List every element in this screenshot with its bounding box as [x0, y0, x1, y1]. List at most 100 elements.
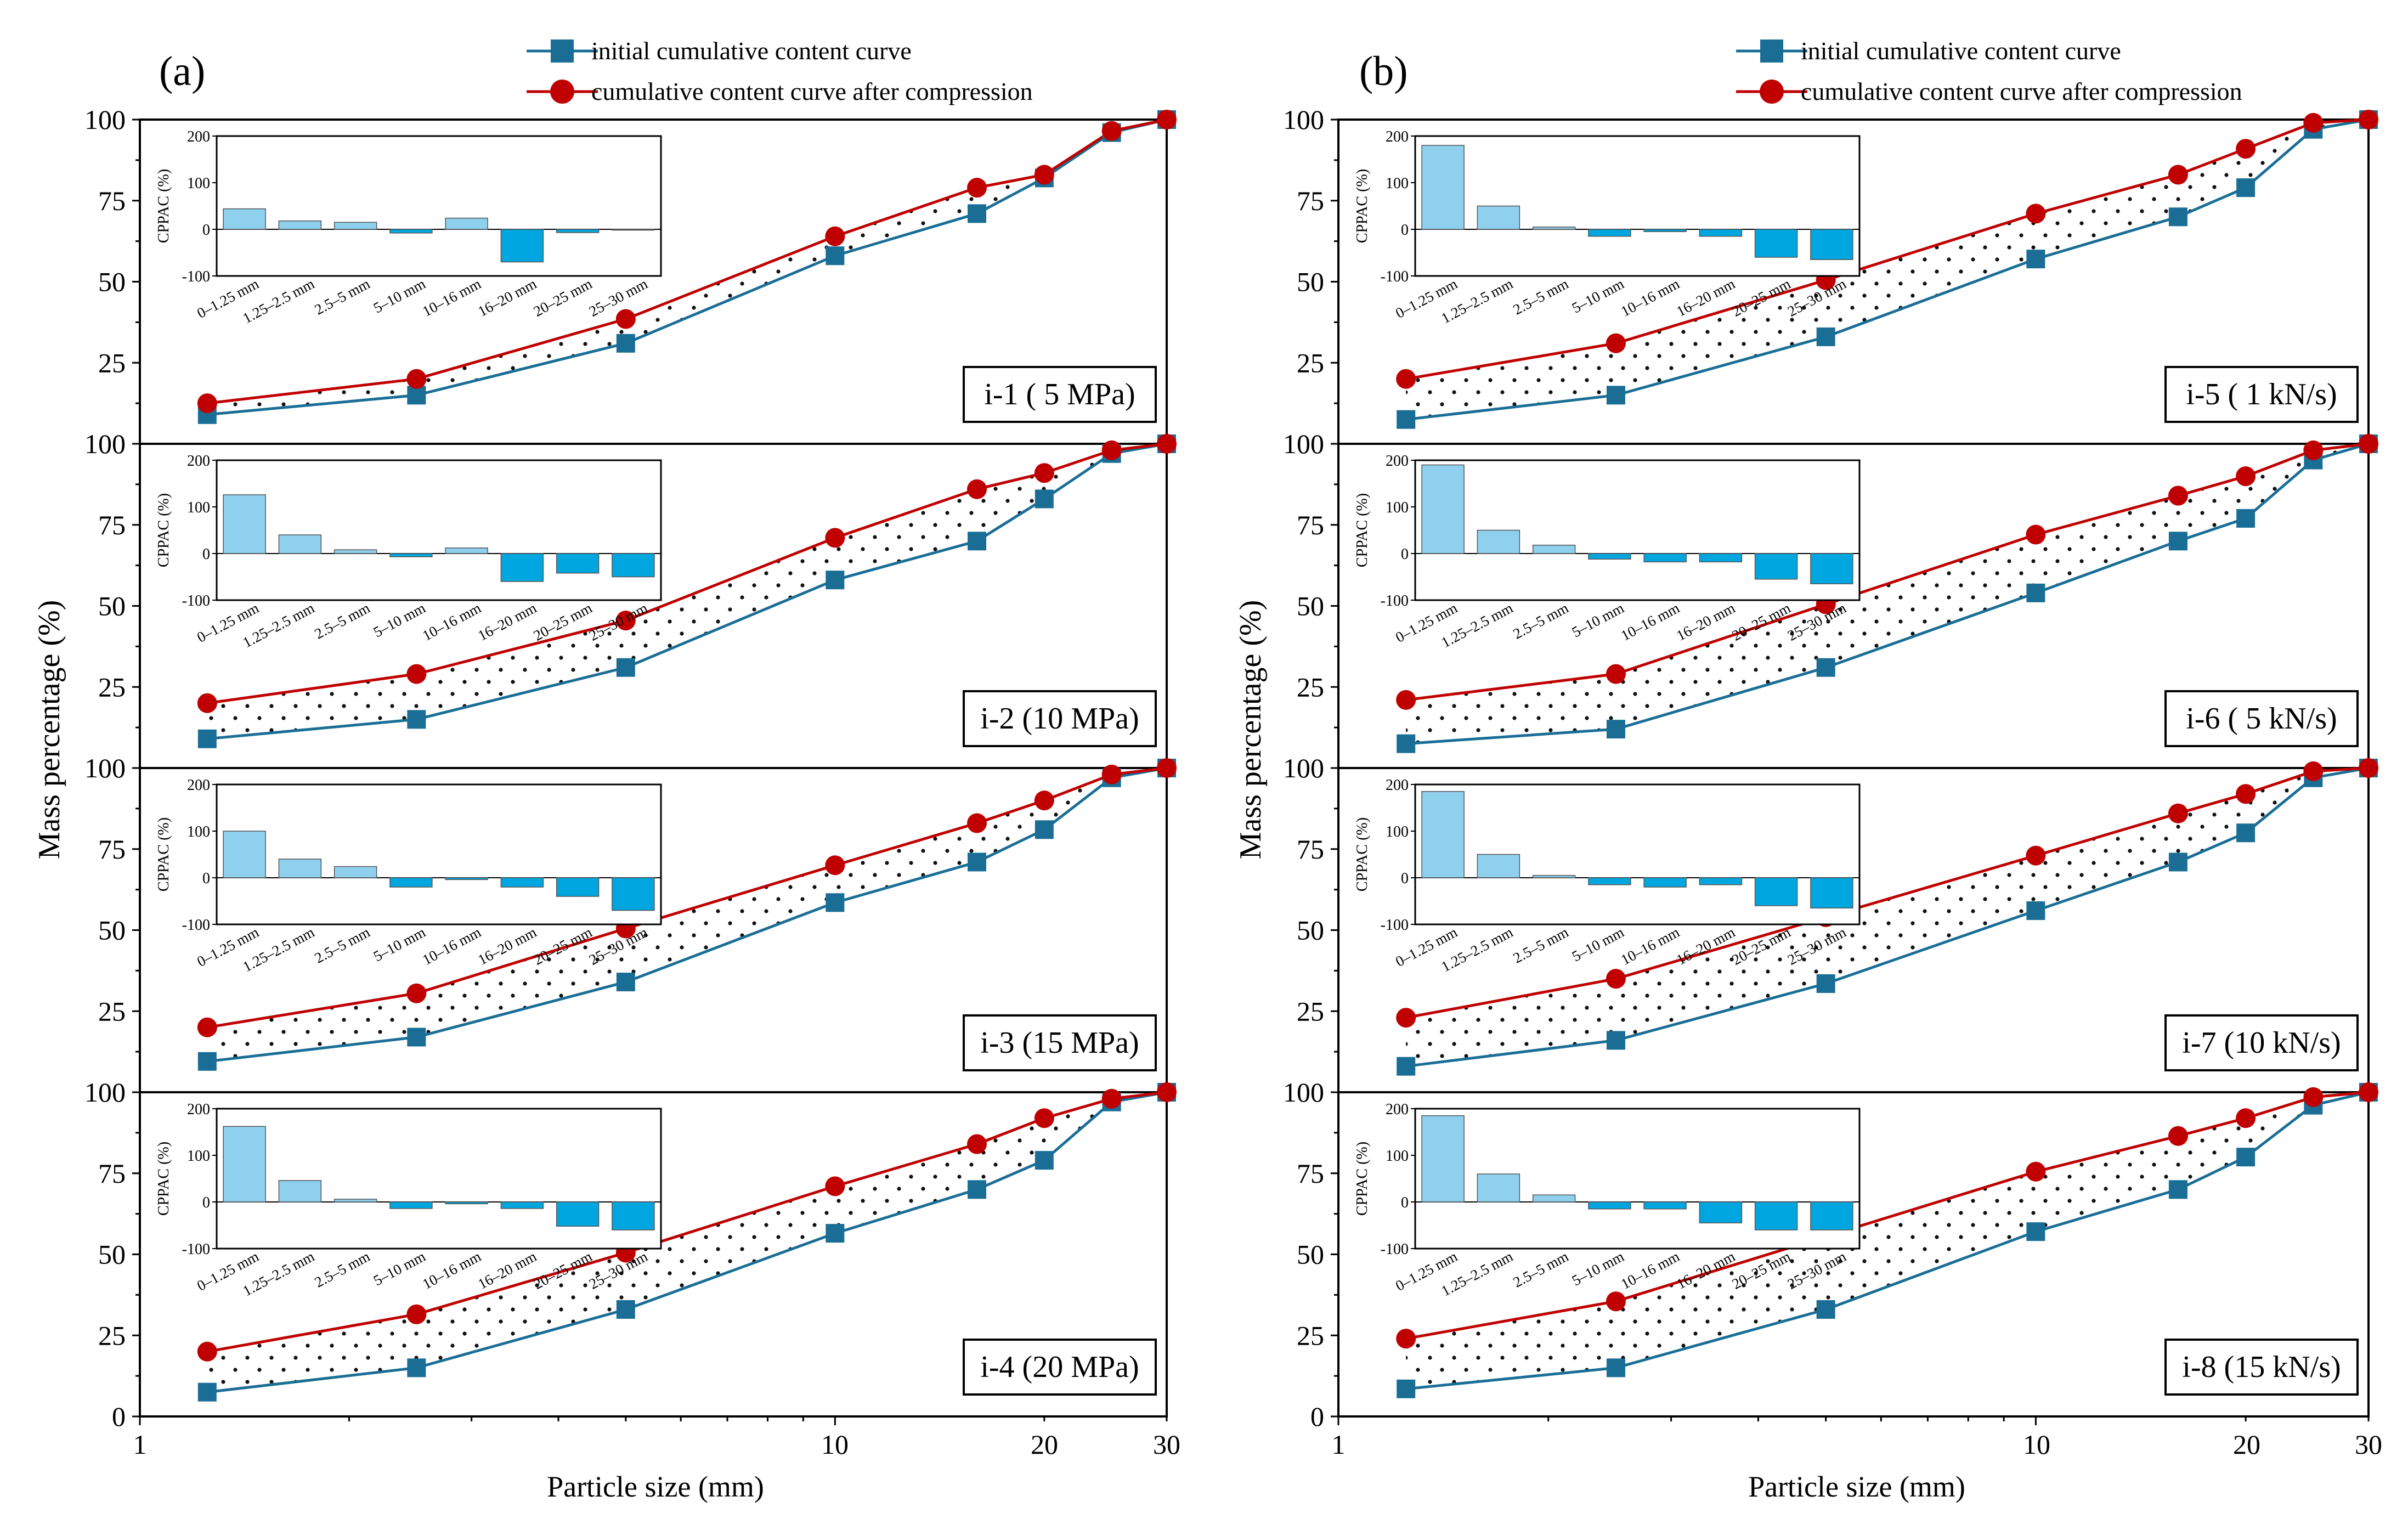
inset-y-tick-label: 0: [202, 222, 210, 239]
inset-y-tick-label: 100: [1386, 175, 1409, 192]
after-point: [2236, 1108, 2256, 1128]
inset-category-label: 2.5–5 mm: [312, 275, 373, 318]
after-point: [1034, 463, 1054, 483]
after-point: [1396, 1329, 1416, 1349]
x-tick-label: 20: [2233, 1429, 2260, 1460]
cppac-bar: [1810, 229, 1853, 260]
after-point: [2303, 1087, 2324, 1107]
difference-area: [1406, 768, 2369, 1066]
x-axis-label-b: Particle size (mm): [1748, 1470, 1965, 1503]
cppac-bar: [445, 1201, 488, 1205]
y-tick-label: 0: [112, 1401, 126, 1432]
inset-y-label: CPPAC (%): [155, 493, 172, 567]
panel-label-box: [963, 1339, 1157, 1396]
initial-point: [2236, 509, 2256, 528]
cppac-bar: [1810, 877, 1853, 908]
inset-category-label: 5–10 mm: [371, 924, 428, 965]
initial-point: [616, 658, 635, 677]
panel-label: i-4 (20 MPa): [980, 1350, 1139, 1384]
inset-category-label: 2.5–5 mm: [1511, 275, 1572, 318]
inset-y-label: CPPAC (%): [155, 817, 172, 891]
inset-y-tick-label: -100: [1381, 1241, 1409, 1258]
cppac-bar: [1588, 229, 1631, 237]
cppac-bar: [1643, 553, 1687, 563]
cppac-bar: [1532, 1194, 1576, 1203]
panel-label: i-5 ( 1 kN/s): [2186, 377, 2337, 411]
after-point: [1606, 333, 1626, 353]
inset-y-label: CPPAC (%): [1354, 169, 1371, 243]
initial-point: [1816, 1300, 1835, 1319]
y-tick-label: 75: [1297, 185, 1324, 216]
cppac-bar: [1532, 875, 1576, 878]
initial-point: [2168, 1180, 2187, 1199]
inset-category-label: 5–10 mm: [371, 275, 428, 317]
after-point: [967, 479, 987, 499]
inset-y-tick-label: 100: [1386, 499, 1409, 516]
initial-point: [197, 1382, 217, 1402]
cppac-bar: [500, 553, 544, 582]
initial-point: [1606, 1358, 1625, 1377]
group-label-a: (a): [159, 48, 205, 94]
after-point: [2168, 803, 2188, 823]
panel-3: 25 50 75 100 i-3 (15 MPa) -100 0 100 200 CPPAC (%…: [84, 753, 1177, 1093]
inset-category-label: 2.5–5 mm: [312, 924, 373, 967]
after-point: [2168, 485, 2188, 506]
cppac-bar: [1421, 464, 1465, 554]
after-point: [1101, 764, 1122, 784]
cppac-bar: [556, 877, 600, 897]
group-label-b: (b): [1359, 48, 1408, 94]
cppac-bar: [1699, 877, 1743, 885]
y-tick-label: 25: [98, 996, 126, 1026]
after-point: [197, 1017, 217, 1037]
y-tick-label: 50: [98, 1239, 126, 1270]
y-tick-label: 75: [1297, 834, 1324, 865]
y-tick-label: 50: [98, 915, 126, 946]
initial-point: [407, 710, 426, 729]
after-point: [1034, 165, 1054, 185]
y-tick-label: 25: [1297, 996, 1324, 1026]
cppac-bar: [1699, 229, 1743, 237]
difference-area: [1406, 444, 2369, 744]
inset-category-label: 10–16 mm: [420, 1248, 484, 1292]
panel-1: 25 50 75 100 i-1 ( 5 MPa) -100 0 100 200 CPPAC (%…: [84, 104, 1177, 445]
inset-category-label: 2.5–5 mm: [312, 1248, 373, 1291]
inset-y-tick-label: 200: [187, 128, 210, 145]
cppac-bar: [612, 1201, 655, 1230]
cppac-bar: [500, 1201, 544, 1209]
after-curve: [207, 442, 1167, 705]
after-point: [197, 1341, 217, 1362]
inset-category-label: 5–10 mm: [1569, 600, 1627, 641]
cppac-bar: [333, 1199, 377, 1203]
inset-category-label: 5–10 mm: [1569, 1248, 1627, 1289]
inset-y-tick-label: 200: [1386, 777, 1409, 794]
initial-point: [197, 729, 217, 748]
cppac-bar: [1421, 1115, 1465, 1203]
after-point: [1396, 1008, 1416, 1028]
inset-category-label: 2.5–5 mm: [1511, 924, 1572, 967]
y-tick-label: 25: [98, 1320, 126, 1351]
after-point: [2359, 110, 2378, 129]
inset-y-tick-label: 100: [187, 175, 210, 192]
after-point: [1101, 1088, 1122, 1109]
after-point: [967, 813, 987, 833]
after-curve: [207, 766, 1167, 1029]
panel-4: 0 25 50 75 100 i-4 (20 MPa) -100 0 100 200 CPPAC (…: [84, 1077, 1177, 1432]
panel-label: i-6 ( 5 kN/s): [2186, 702, 2337, 736]
initial-point: [2168, 532, 2187, 551]
after-point: [2236, 139, 2256, 159]
initial-curve: [207, 442, 1167, 741]
inset-y-tick-label: 100: [1386, 823, 1409, 840]
cppac-bar: [223, 1126, 266, 1203]
y-tick-label: 100: [1283, 1077, 1324, 1108]
inset-y-tick-label: 0: [202, 1194, 210, 1211]
cppac-bar: [389, 877, 433, 888]
panel-label-box: [963, 366, 1157, 423]
cppac-bar: [612, 553, 655, 578]
initial-point: [197, 1052, 217, 1071]
panel-8: 0 25 50 75 100 i-8 (15 kN/s) -100 0 100 200 CPPAC …: [1283, 1077, 2378, 1432]
inset-y-tick-label: 0: [1401, 870, 1409, 887]
after-curve: [1405, 1091, 2369, 1340]
cppac-bar: [445, 217, 488, 230]
initial-point: [968, 853, 987, 872]
inset-category-label: 10–16 mm: [420, 600, 484, 644]
